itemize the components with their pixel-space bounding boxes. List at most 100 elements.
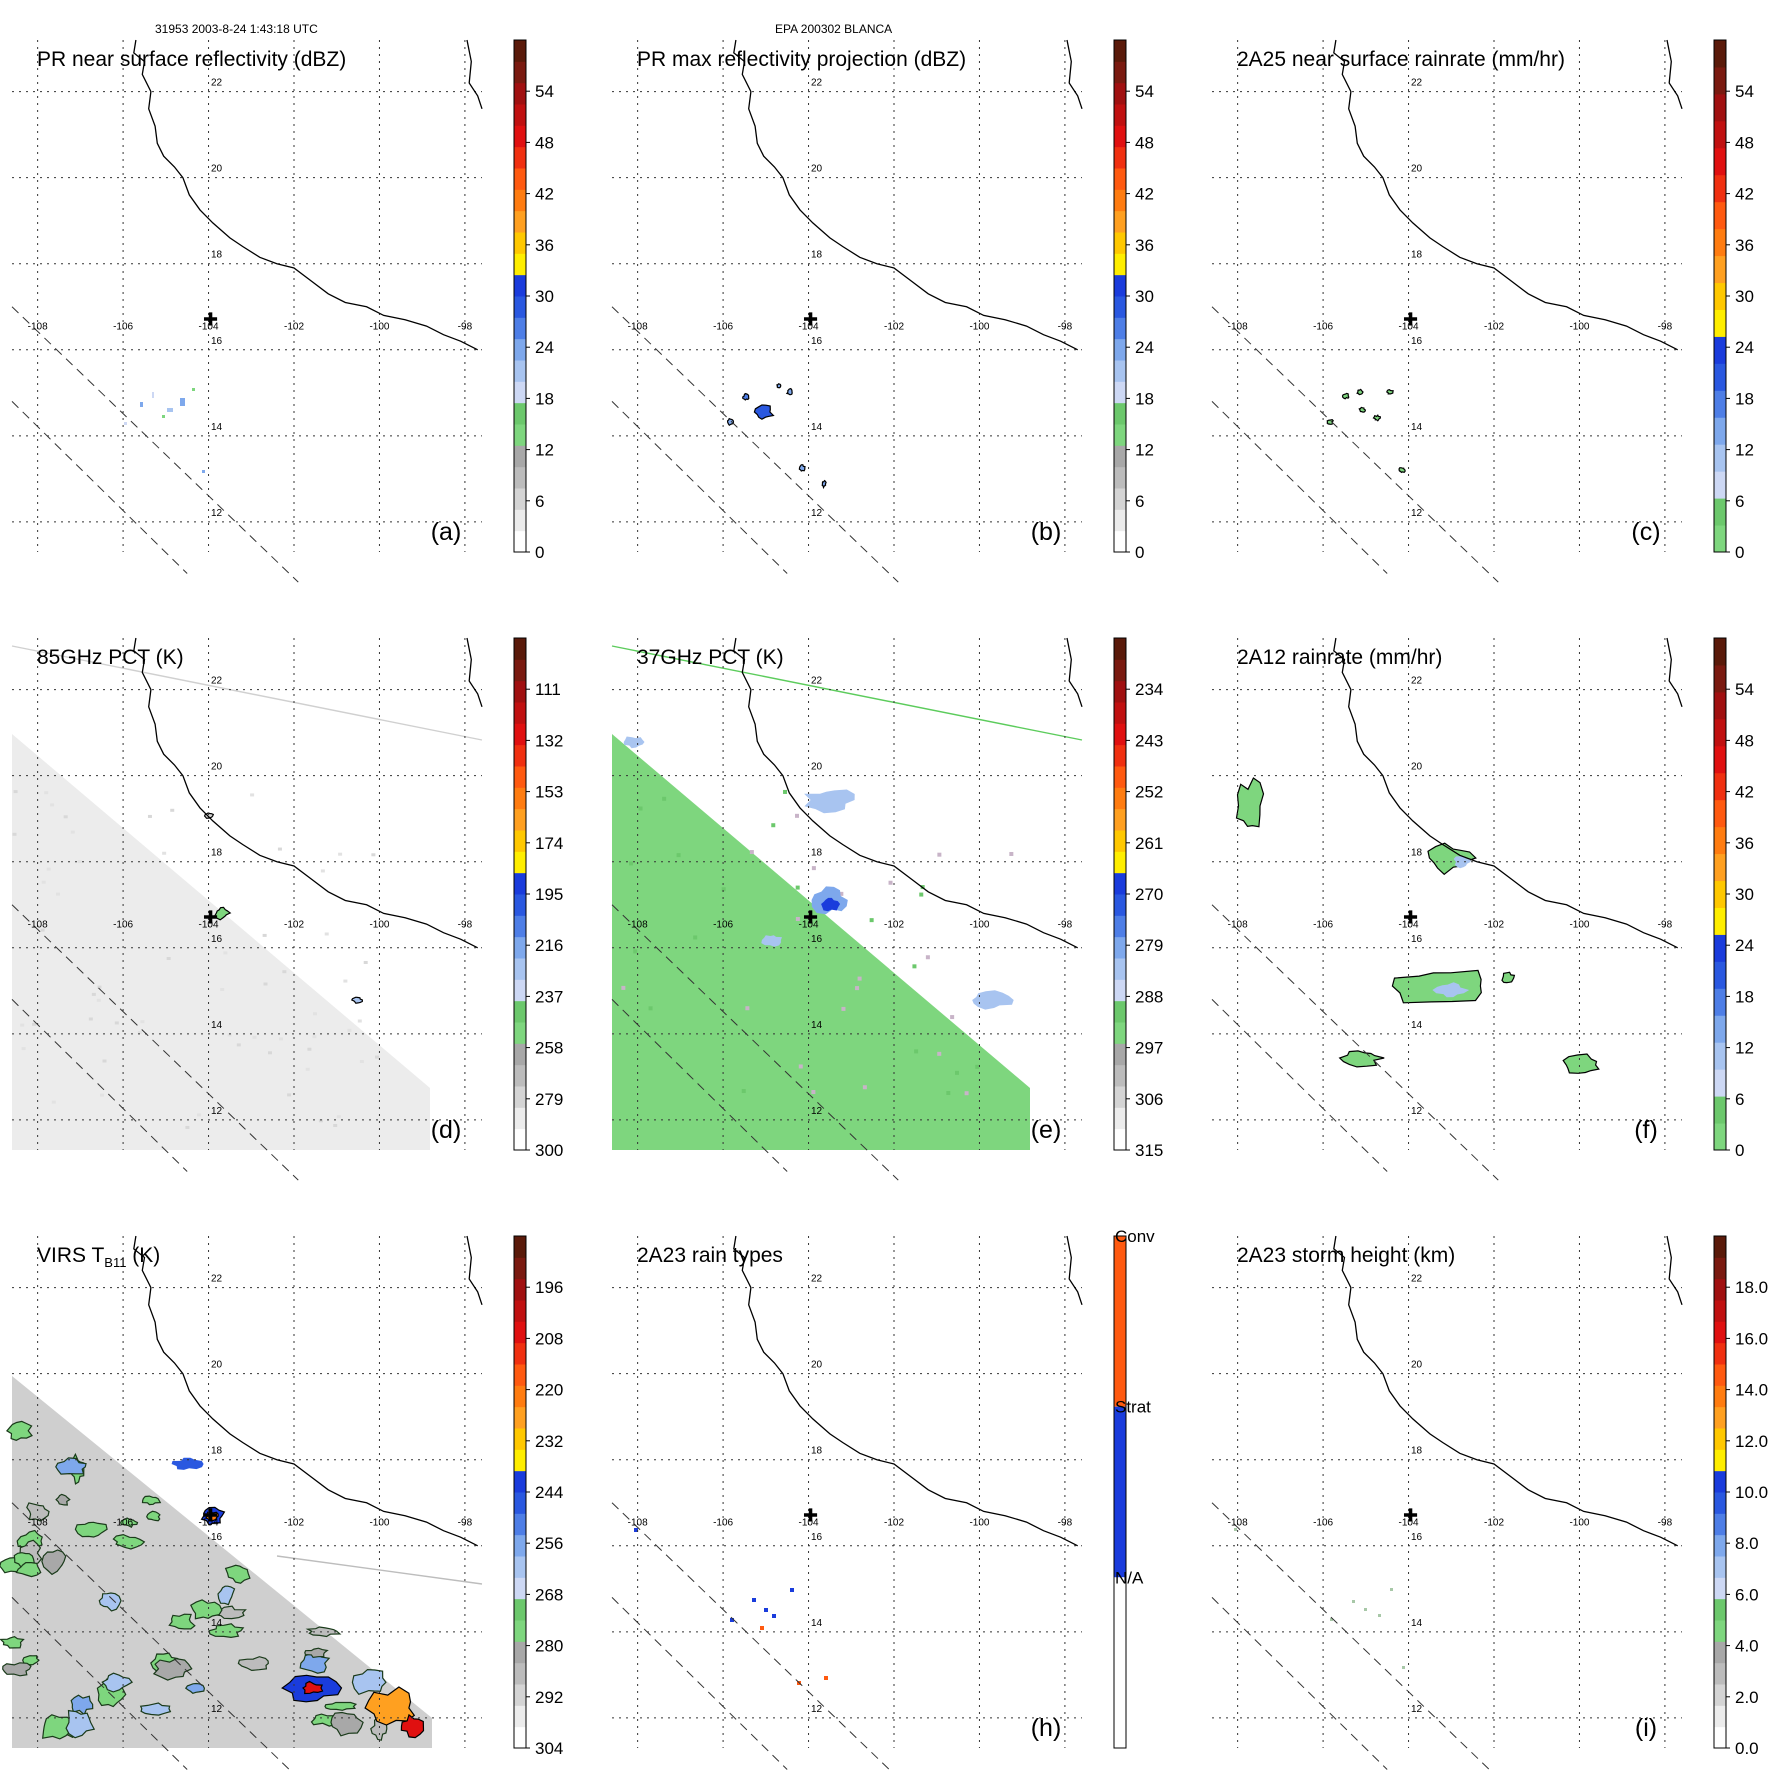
colorbar-swatch: [1714, 1598, 1726, 1621]
colorbar-label: 292: [535, 1688, 563, 1707]
colorbar-swatch: [1714, 1096, 1726, 1124]
pr-swath-edge: [611, 306, 899, 583]
precip-pixel: [180, 398, 185, 406]
longitude-label: -98: [1658, 1518, 1673, 1529]
colorbar-label: 216: [535, 936, 563, 955]
latitude-label: 16: [811, 1532, 823, 1543]
longitude-label: -106: [713, 1518, 733, 1529]
pr-swath-edge: [611, 401, 788, 574]
map-panel-c: -108 -106 -104 -102 -100 -98 22 20 18 16 14 12 ✚ 2A25…: [1211, 39, 1754, 583]
cloud-region: [304, 1647, 329, 1659]
colorbar-swatch: [1714, 1015, 1726, 1043]
precip-pixel: [56, 892, 61, 896]
colorbar-swatch: [1714, 988, 1726, 1016]
precip-pixel: [333, 1124, 338, 1128]
pr-swath-edge: [1211, 999, 1388, 1172]
colorbar-swatch: [514, 1385, 526, 1408]
precip-pixel: [277, 847, 282, 851]
colorbar-swatch: [514, 1022, 526, 1044]
panel-letter: (e): [1031, 1116, 1062, 1144]
precip-pixel: [869, 918, 874, 923]
colorbar-swatch: [1114, 702, 1126, 724]
longitude-label: -104: [199, 1518, 219, 1529]
colorbar-swatch: [1114, 915, 1126, 938]
colorbar-swatch: [1714, 1470, 1726, 1493]
colorbar-label: 315: [1135, 1141, 1163, 1160]
colorbar-label: 0: [1735, 1141, 1744, 1160]
colorbar-swatch: [1714, 309, 1726, 337]
precip-pixel: [1009, 851, 1014, 856]
colorbar-swatch: [1114, 402, 1126, 425]
longitude-label: -102: [1484, 920, 1504, 931]
colorbar-label: 54: [1735, 680, 1754, 699]
precip-region: [804, 789, 855, 814]
precip-pixel: [749, 850, 754, 855]
latitude-label: 14: [811, 422, 823, 433]
latitude-label: 12: [211, 1106, 223, 1117]
cloud-region: [224, 1564, 251, 1584]
latitude-label: 14: [211, 1020, 223, 1031]
longitude-label: -108: [628, 322, 648, 333]
latitude-label: 18: [211, 848, 223, 859]
colorbar-swatch: [514, 146, 526, 169]
longitude-label: -98: [1058, 322, 1073, 333]
precip-pixel: [752, 1598, 756, 1602]
precip-cell: [798, 464, 806, 472]
latitude-label: 18: [811, 1446, 823, 1457]
precip-pixel: [202, 470, 205, 473]
latitude-label: 22: [1411, 1274, 1423, 1285]
precip-pixel: [374, 1055, 379, 1059]
panel-letter: (h): [1031, 1714, 1062, 1742]
colorbar-label: 288: [1135, 987, 1163, 1006]
colorbar-swatch: [514, 1321, 526, 1344]
longitude-label: -102: [284, 920, 304, 931]
longitude-label: -102: [1484, 1518, 1504, 1529]
colorbar-swatch: [1714, 826, 1726, 855]
colorbar-label: 24: [1135, 338, 1154, 357]
cloud-region: [152, 1658, 193, 1681]
colorbar-label: 48: [535, 133, 554, 152]
longitude-label: -104: [1399, 1518, 1419, 1529]
cloud-region: [98, 1592, 122, 1612]
cloud-region: [112, 1533, 146, 1550]
colorbar-swatch: [1114, 253, 1126, 276]
colorbar-swatch: [1714, 228, 1726, 257]
precip-pixel: [147, 814, 152, 818]
colorbar: 0 6 12 18 24 30 36 42 48 54: [513, 39, 554, 562]
precip-pixel: [937, 852, 942, 857]
colorbar-swatch: [1714, 745, 1726, 774]
map-panel-d: -108 -106 -104 -102 -100 -98 22 20 18 16 14 12 ✚ 85GH…: [11, 637, 563, 1181]
colorbar-swatch: [514, 253, 526, 276]
precip-pixel: [839, 891, 844, 896]
precip-pixel: [40, 928, 45, 932]
colorbar-label: 36: [535, 236, 554, 255]
colorbar-swatch: [514, 1598, 526, 1621]
map-panel-i: -108 -106 -104 -102 -100 -98 22 20 18 16 14 12 ✚ 2A23…: [1211, 1235, 1768, 1771]
precip-pixel: [102, 1059, 107, 1063]
coastline-east: [1066, 39, 1083, 110]
colorbar-swatch: [1714, 147, 1726, 176]
colorbar-label: 10.0: [1735, 1483, 1768, 1502]
precip-pixel: [51, 1100, 56, 1104]
precip-pixel: [137, 1031, 142, 1035]
colorbar-swatch: [1714, 1364, 1726, 1386]
longitude-label: -108: [1228, 322, 1248, 333]
latitude-label: 18: [211, 250, 223, 261]
swath-edge-line: [11, 645, 483, 741]
colorbar-swatch: [514, 189, 526, 212]
longitude-label: -104: [799, 920, 819, 931]
colorbar-label: 12: [1135, 441, 1154, 460]
convective-core: [753, 404, 775, 420]
colorbar: N/A Strat Conv: [1113, 1227, 1155, 1749]
longitude-label: -100: [1569, 1518, 1589, 1529]
precip-region: [761, 935, 782, 947]
colorbar-label: 6: [1735, 1090, 1744, 1109]
swath-edge-line: [611, 645, 1083, 741]
precip-pixel: [1390, 1588, 1393, 1591]
convective-core: [821, 897, 841, 912]
colorbar-label: N/A: [1115, 1568, 1144, 1587]
colorbar-label: 243: [1135, 731, 1163, 750]
coastline-east: [1666, 637, 1683, 708]
precip-pixel: [371, 853, 376, 857]
longitude-label: -100: [969, 322, 989, 333]
